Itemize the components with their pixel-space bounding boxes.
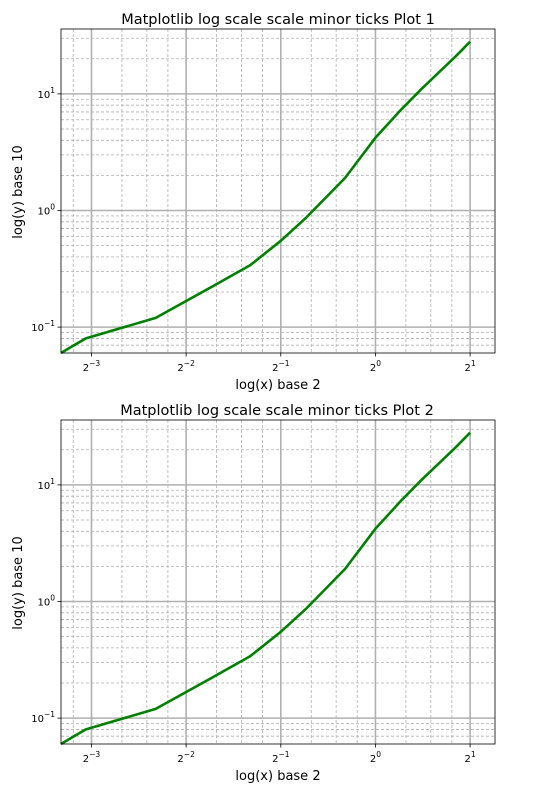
series-line <box>60 431 472 746</box>
axes-frame <box>60 28 496 354</box>
y-tick-label: 10−1 <box>31 319 55 334</box>
x-tick-labels: 2−3 2−2 2−1 20 21 <box>83 353 476 374</box>
chart-2: Matplotlib log scale scale minor ticks P… <box>11 403 496 784</box>
y-tick-label: 100 <box>37 594 55 609</box>
x-axis-label: log(x) base 2 <box>235 378 320 393</box>
major-grid <box>61 29 495 353</box>
x-tick-label: 21 <box>465 359 476 374</box>
y-tick-label: 101 <box>37 477 55 492</box>
y-tick-labels: 10−1 100 101 <box>31 477 61 725</box>
series-line <box>60 40 472 355</box>
axes-frame <box>60 419 496 745</box>
x-axis-label: log(x) base 2 <box>235 769 320 784</box>
minor-grid <box>61 29 495 353</box>
x-tick-label: 2−2 <box>177 359 195 374</box>
y-tick-label: 100 <box>37 203 55 218</box>
minor-grid <box>61 420 495 744</box>
x-tick-labels: 2−3 2−2 2−1 20 21 <box>83 744 476 765</box>
x-tick-label: 2−2 <box>177 750 195 765</box>
y-tick-label: 10−1 <box>31 710 55 725</box>
y-tick-labels: 10−1 100 101 <box>31 86 61 334</box>
y-tick-label: 101 <box>37 86 55 101</box>
x-tick-label: 2−3 <box>83 359 101 374</box>
x-tick-label: 2−1 <box>272 359 290 374</box>
chart-1: Matplotlib log scale scale minor ticks P… <box>11 12 496 393</box>
x-tick-label: 2−3 <box>83 750 101 765</box>
chart-title: Matplotlib log scale scale minor ticks P… <box>121 12 435 28</box>
chart-title: Matplotlib log scale scale minor ticks P… <box>120 403 434 419</box>
y-axis-label: log(y) base 10 <box>11 145 26 238</box>
x-tick-label: 2−1 <box>272 750 290 765</box>
y-axis-label: log(y) base 10 <box>11 536 26 629</box>
x-tick-label: 21 <box>465 750 476 765</box>
major-grid <box>61 420 495 744</box>
x-tick-label: 20 <box>370 750 381 765</box>
x-tick-label: 20 <box>370 359 381 374</box>
